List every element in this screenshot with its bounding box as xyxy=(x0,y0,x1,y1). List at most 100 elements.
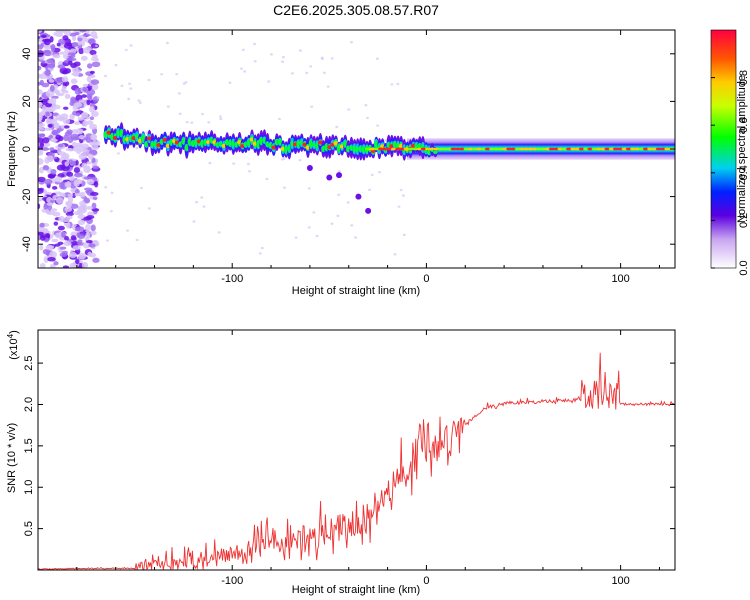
colorbar-tick-label: 0.6 xyxy=(738,118,750,133)
noise-blob xyxy=(78,99,84,103)
ridge-blob xyxy=(144,141,149,147)
branch-point xyxy=(326,174,333,181)
noise-blob xyxy=(56,92,65,97)
noise-speck xyxy=(160,73,164,76)
noise-speck xyxy=(375,57,379,60)
noise-blob xyxy=(66,171,74,177)
noise-speck xyxy=(322,71,326,75)
noise-blob xyxy=(49,84,55,92)
ridge-blob xyxy=(433,150,438,154)
noise-speck xyxy=(217,231,221,234)
noise-blob xyxy=(56,42,61,47)
noise-speck xyxy=(290,72,294,75)
noise-speck xyxy=(253,42,257,46)
colorbar-gradient xyxy=(710,29,737,269)
noise-blob xyxy=(38,176,46,183)
center-line-peak xyxy=(587,147,594,151)
noise-blob xyxy=(92,257,100,263)
center-line-peak xyxy=(574,147,581,151)
noise-speck xyxy=(248,170,252,173)
noise-blob xyxy=(91,145,99,151)
noise-blob xyxy=(43,49,52,57)
noise-speck xyxy=(310,105,314,108)
noise-speck xyxy=(315,234,319,238)
noise-blob xyxy=(89,106,95,113)
noise-blob xyxy=(77,239,83,243)
noise-blob xyxy=(79,191,86,198)
snr-ytick-label: 2.5 xyxy=(23,355,35,370)
center-line-peak xyxy=(540,147,547,151)
noise-blob xyxy=(74,228,81,232)
noise-blob xyxy=(47,123,53,128)
noise-blob xyxy=(49,199,56,204)
noise-blob xyxy=(38,38,44,43)
noise-blob xyxy=(53,122,60,129)
center-line-peak xyxy=(467,147,474,151)
ridge-blob xyxy=(287,146,292,152)
snr-multiplier-exp: 4 xyxy=(6,333,15,338)
noise-blob xyxy=(44,232,51,239)
spectrogram-plot: -100 0 100 -40 -20 0 20 40 Height of straight l… xyxy=(6,29,676,297)
center-line-peak xyxy=(433,147,440,151)
noise-blob xyxy=(90,43,100,49)
center-line-peak xyxy=(395,147,402,151)
noise-speck xyxy=(307,187,311,190)
noise-blob xyxy=(80,55,88,61)
noise-blob xyxy=(59,252,68,257)
noise-blob xyxy=(73,172,83,178)
noise-blob xyxy=(71,141,78,147)
noise-speck xyxy=(354,236,358,239)
center-line-peak xyxy=(531,147,538,151)
noise-blob xyxy=(54,176,63,183)
noise-blob xyxy=(89,49,97,56)
noise-blob xyxy=(59,51,65,55)
noise-speck xyxy=(347,108,351,111)
noise-blob xyxy=(78,47,84,55)
noise-blob xyxy=(81,94,88,98)
noise-blob xyxy=(50,118,55,123)
ridge-blob xyxy=(134,134,140,139)
snr-ytick-label: 0.5 xyxy=(23,521,35,536)
center-line-peak xyxy=(659,147,666,151)
noise-speck xyxy=(137,99,141,102)
center-line-peak xyxy=(561,147,568,151)
spectrogram-xtick-label: -100 xyxy=(221,273,243,285)
noise-blob xyxy=(38,81,43,86)
noise-blob xyxy=(69,203,79,209)
noise-speck xyxy=(309,65,313,68)
center-line-peak xyxy=(501,147,508,151)
center-line-peak xyxy=(386,147,393,151)
noise-speck xyxy=(103,74,107,78)
noise-blob xyxy=(68,251,77,259)
noise-speck xyxy=(281,60,285,63)
noise-blob xyxy=(59,246,67,250)
colorbar-tick-label: 0.2 xyxy=(738,213,750,228)
noise-blob xyxy=(81,261,89,268)
center-line-peak xyxy=(664,147,671,151)
colorbar-tick-label: 0.0 xyxy=(738,260,750,275)
noise-speck xyxy=(200,112,204,116)
noise-blob xyxy=(75,258,80,265)
noise-blob xyxy=(82,120,88,127)
noise-blob xyxy=(89,191,99,196)
noise-speck xyxy=(260,246,264,250)
center-line-peak xyxy=(497,147,504,151)
snr-frame xyxy=(37,329,676,571)
noise-speck xyxy=(378,170,382,174)
noise-speck xyxy=(401,194,405,197)
colorbar-tick-label: 0.4 xyxy=(738,165,750,180)
center-line-peak xyxy=(634,147,641,151)
noise-blob xyxy=(42,165,50,171)
noise-blob xyxy=(47,256,56,262)
spectrogram-xlabel: Height of straight line (km) xyxy=(292,285,420,297)
noise-blob xyxy=(87,251,92,257)
center-line-peak xyxy=(407,147,414,151)
noise-blob xyxy=(38,231,44,236)
center-line-peak xyxy=(578,147,585,151)
noise-blob xyxy=(46,202,54,206)
noise-blob xyxy=(85,190,93,194)
noise-speck xyxy=(294,236,298,239)
noise-speck xyxy=(128,82,132,85)
center-line-peak xyxy=(523,147,530,151)
noise-blob xyxy=(54,77,63,83)
